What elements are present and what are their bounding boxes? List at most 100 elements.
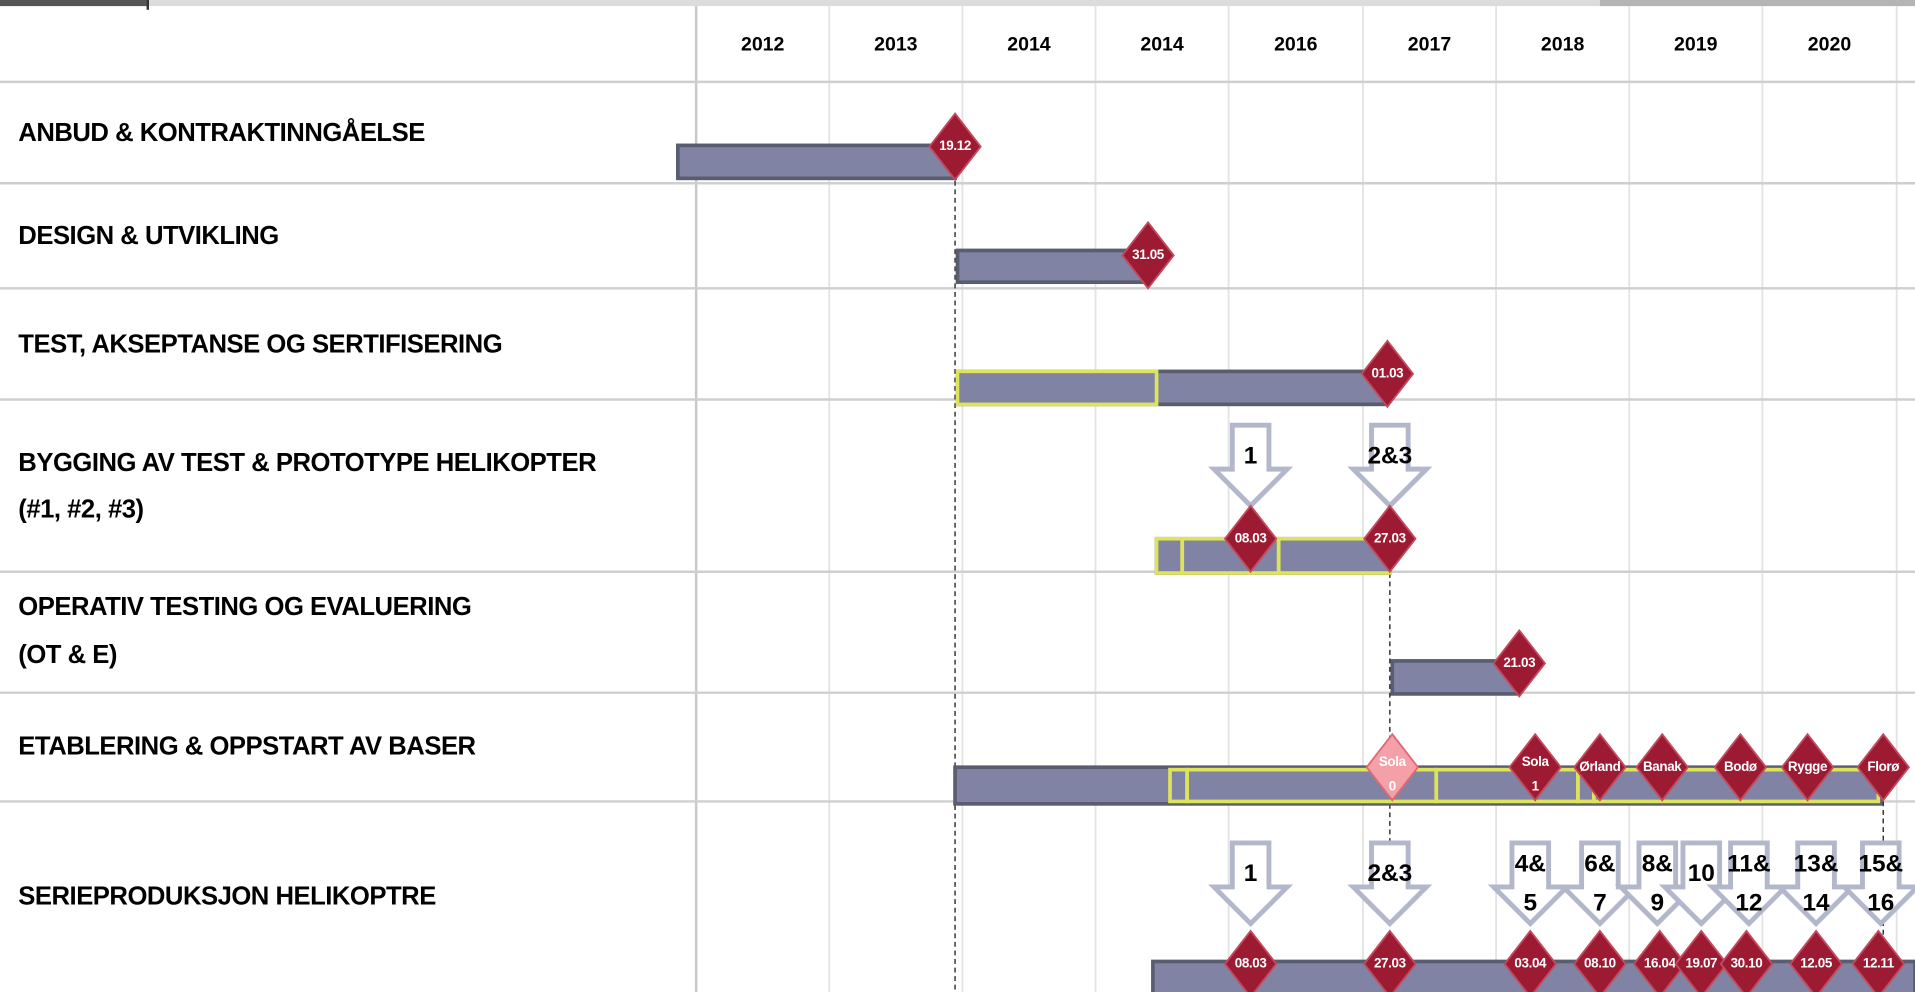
top-strip: [1599, 0, 1915, 7]
milestone-diamond: [1635, 732, 1689, 802]
milestone-label: 08.10: [1584, 955, 1616, 970]
milestone-label: 12.05: [1800, 955, 1833, 970]
arrow: [1706, 840, 1792, 928]
milestone-diamond: [1508, 732, 1562, 802]
milestone-diamond: [1719, 929, 1774, 992]
year-label: 2017: [1408, 33, 1451, 55]
milestone-diamond: [1713, 732, 1768, 802]
arrow-label: 13&: [1794, 850, 1839, 877]
milestone-label: 01.03: [1372, 365, 1404, 380]
arrow-label: 11&: [1727, 850, 1770, 877]
arrow-label: 1: [1244, 860, 1258, 887]
milestone-label: 27.03: [1374, 530, 1406, 545]
milestone-diamond: [1492, 628, 1547, 698]
milestone-label: 31.05: [1132, 247, 1165, 262]
row-label: SERIEPRODUKSJON HELIKOPTRE: [18, 883, 436, 911]
year-label: 2020: [1808, 33, 1852, 55]
milestone-diamond: [1121, 220, 1175, 290]
arrow-label: 7: [1593, 889, 1607, 916]
arrow-label: 2&3: [1367, 860, 1412, 887]
milestone-label: Bodø: [1724, 759, 1758, 774]
arrow-label: 5: [1524, 889, 1538, 916]
milestone-diamond: [1632, 929, 1687, 992]
milestone-label: 30.10: [1731, 955, 1763, 970]
milestone-label: Banak: [1643, 759, 1682, 774]
milestone-diamond: [1573, 732, 1627, 802]
content: ANBUD & KONTRAKTINNGÅELSE 19.12 DESIGN & U…: [18, 112, 1915, 992]
milestone-diamond: [1674, 929, 1729, 992]
milestone-diamond: [1360, 339, 1415, 409]
row-label: TEST, AKSEPTANSE OG SERTIFISERING: [18, 331, 502, 359]
row-label: ETABLERING & OPPSTART AV BASER: [18, 732, 475, 760]
milestone-diamond: [1851, 929, 1906, 992]
milestone-label: Ørland: [1579, 759, 1620, 774]
row-label: OPERATIV TESTING OG EVALUERING: [18, 593, 471, 621]
arrow: [1773, 840, 1859, 928]
milestone-diamond: [1503, 929, 1558, 992]
arrow-label: 10: [1688, 860, 1715, 887]
milestone-label: Rygge: [1788, 759, 1827, 774]
milestone-label: 16.04: [1644, 955, 1677, 970]
milestone-label: Sola: [1379, 754, 1407, 769]
year-label: 2012: [741, 33, 785, 55]
milestone-label: 03.04: [1514, 955, 1547, 970]
year-label: 2016: [1274, 33, 1318, 55]
top-strip: [0, 0, 147, 7]
arrow: [1487, 840, 1573, 928]
milestone-diamond: [928, 112, 982, 182]
arrow: [1838, 840, 1915, 928]
milestone-label: 21.03: [1503, 655, 1535, 670]
row-label: (OT & E): [18, 641, 117, 669]
arrow: [1208, 422, 1294, 510]
milestone-label: 1: [1532, 778, 1540, 793]
year-label: 2014: [1007, 33, 1051, 55]
row-label: DESIGN & UTVIKLING: [18, 222, 278, 250]
arrow: [1208, 840, 1294, 928]
milestone-diamond: [1573, 929, 1627, 992]
row-label: BYGGING AV TEST & PROTOTYPE HELIKOPTER: [18, 449, 596, 477]
arrow-label: 1: [1244, 442, 1258, 469]
milestone-label: 08.03: [1235, 530, 1267, 545]
milestone-label: 08.03: [1235, 955, 1267, 970]
arrow-label: 16: [1867, 889, 1894, 916]
year-label: 2013: [874, 33, 918, 55]
arrow-label: 4&: [1515, 850, 1546, 877]
task-bar: [675, 143, 957, 181]
milestone-label: 0: [1389, 778, 1396, 793]
task-bar: [955, 248, 1150, 285]
task-bar: [955, 369, 1390, 407]
year-label: 2014: [1140, 33, 1184, 55]
milestone-label: 12.11: [1863, 955, 1895, 970]
year-label: 2019: [1674, 33, 1718, 55]
milestone-label: Florø: [1867, 759, 1900, 774]
arrow-label: 12: [1735, 889, 1762, 916]
milestone-diamond: [1363, 504, 1417, 574]
milestone-diamond: [1365, 732, 1420, 802]
milestone-label: 19.07: [1685, 955, 1717, 970]
milestone-label: 19.12: [939, 138, 971, 153]
milestone-diamond: [1856, 732, 1911, 802]
row-label: (#1, #2, #3): [18, 495, 143, 523]
year-label: 2018: [1541, 33, 1585, 55]
phase-outline: [955, 369, 1159, 407]
milestone-diamond: [1223, 504, 1278, 574]
arrow: [1614, 840, 1700, 928]
milestone-diamond: [1780, 732, 1835, 802]
arrow-label: 8&: [1642, 850, 1673, 877]
arrow-label: 15&: [1858, 850, 1903, 877]
milestone-diamond: [1223, 929, 1278, 992]
row-label: ANBUD & KONTRAKTINNGÅELSE: [18, 118, 425, 147]
arrow-label: 6&: [1584, 850, 1615, 877]
milestone-label: 27.03: [1374, 955, 1406, 970]
arrow: [1347, 840, 1433, 928]
arrow-label: 9: [1651, 889, 1665, 916]
milestone-diamond: [1363, 929, 1417, 992]
milestone-diamond: [1789, 929, 1843, 992]
arrow-label: 2&3: [1367, 442, 1412, 469]
milestone-label: Sola: [1522, 754, 1550, 769]
arrow: [1557, 840, 1643, 928]
arrow: [1347, 422, 1433, 510]
top-strip: [146, 0, 1600, 7]
